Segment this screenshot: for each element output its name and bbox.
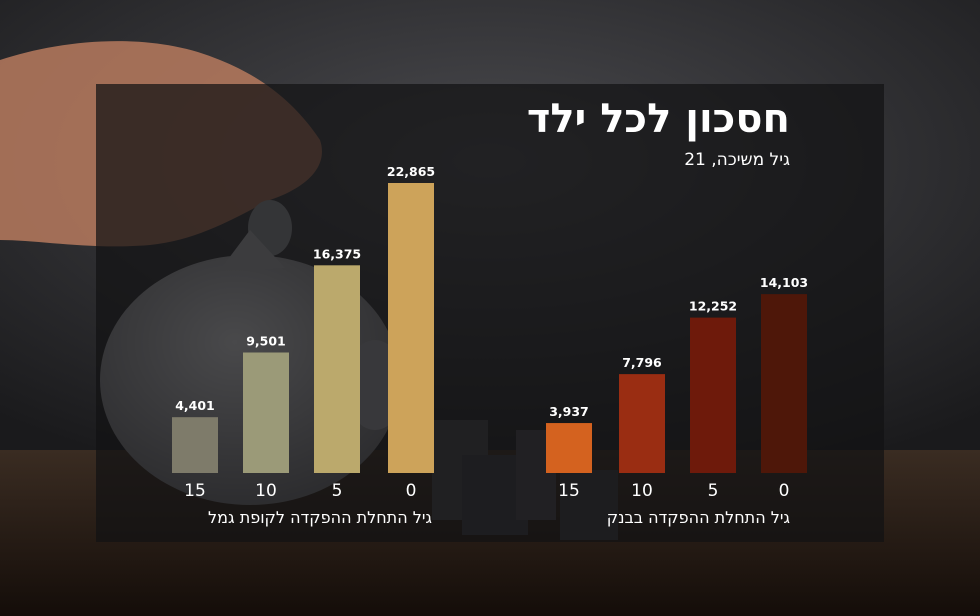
chart-panel	[96, 84, 884, 542]
bank-tick-label-10: 10	[631, 481, 653, 501]
gemel-bar-0	[388, 183, 434, 473]
gemel-bar-15	[172, 417, 218, 473]
gemel-value-label-0: 22,865	[387, 164, 435, 179]
bars-layer: 4,401 15 9,501 10 16,375 5 22,865 0 3,937 15 7,796…	[172, 164, 808, 501]
bank-value-label-10: 7,796	[622, 355, 662, 370]
bank-bar-15	[546, 423, 592, 473]
bank-value-label-0: 14,103	[760, 275, 808, 290]
gemel-bar-10	[243, 352, 289, 473]
bank-value-label-15: 3,937	[549, 404, 589, 419]
bank-tick-label-5: 5	[708, 481, 719, 501]
bank-bar-0	[761, 294, 807, 473]
bank-tick-label-0: 0	[779, 481, 790, 501]
bank-axis-label: גיל התחלת ההפקדה בבנק	[606, 508, 790, 527]
gemel-tick-label-15: 15	[184, 481, 206, 501]
bank-tick-label-15: 15	[558, 481, 580, 501]
chart-subtitle: גיל משיכה, 21	[684, 150, 790, 170]
gemel-axis-label: גיל התחלת ההפקדה לקופת גמל	[208, 508, 432, 527]
gemel-bar-5	[314, 265, 360, 473]
gemel-value-label-5: 16,375	[313, 246, 361, 261]
bank-bar-5	[690, 317, 736, 473]
bank-value-label-5: 12,252	[689, 299, 737, 314]
chart-title: חסכון לכל ילד	[526, 96, 790, 142]
gemel-tick-label-5: 5	[332, 481, 343, 501]
gemel-tick-label-10: 10	[255, 481, 277, 501]
gemel-value-label-10: 9,501	[246, 333, 286, 348]
bank-bar-10	[619, 374, 665, 473]
gemel-value-label-15: 4,401	[175, 398, 215, 413]
gemel-tick-label-0: 0	[406, 481, 417, 501]
